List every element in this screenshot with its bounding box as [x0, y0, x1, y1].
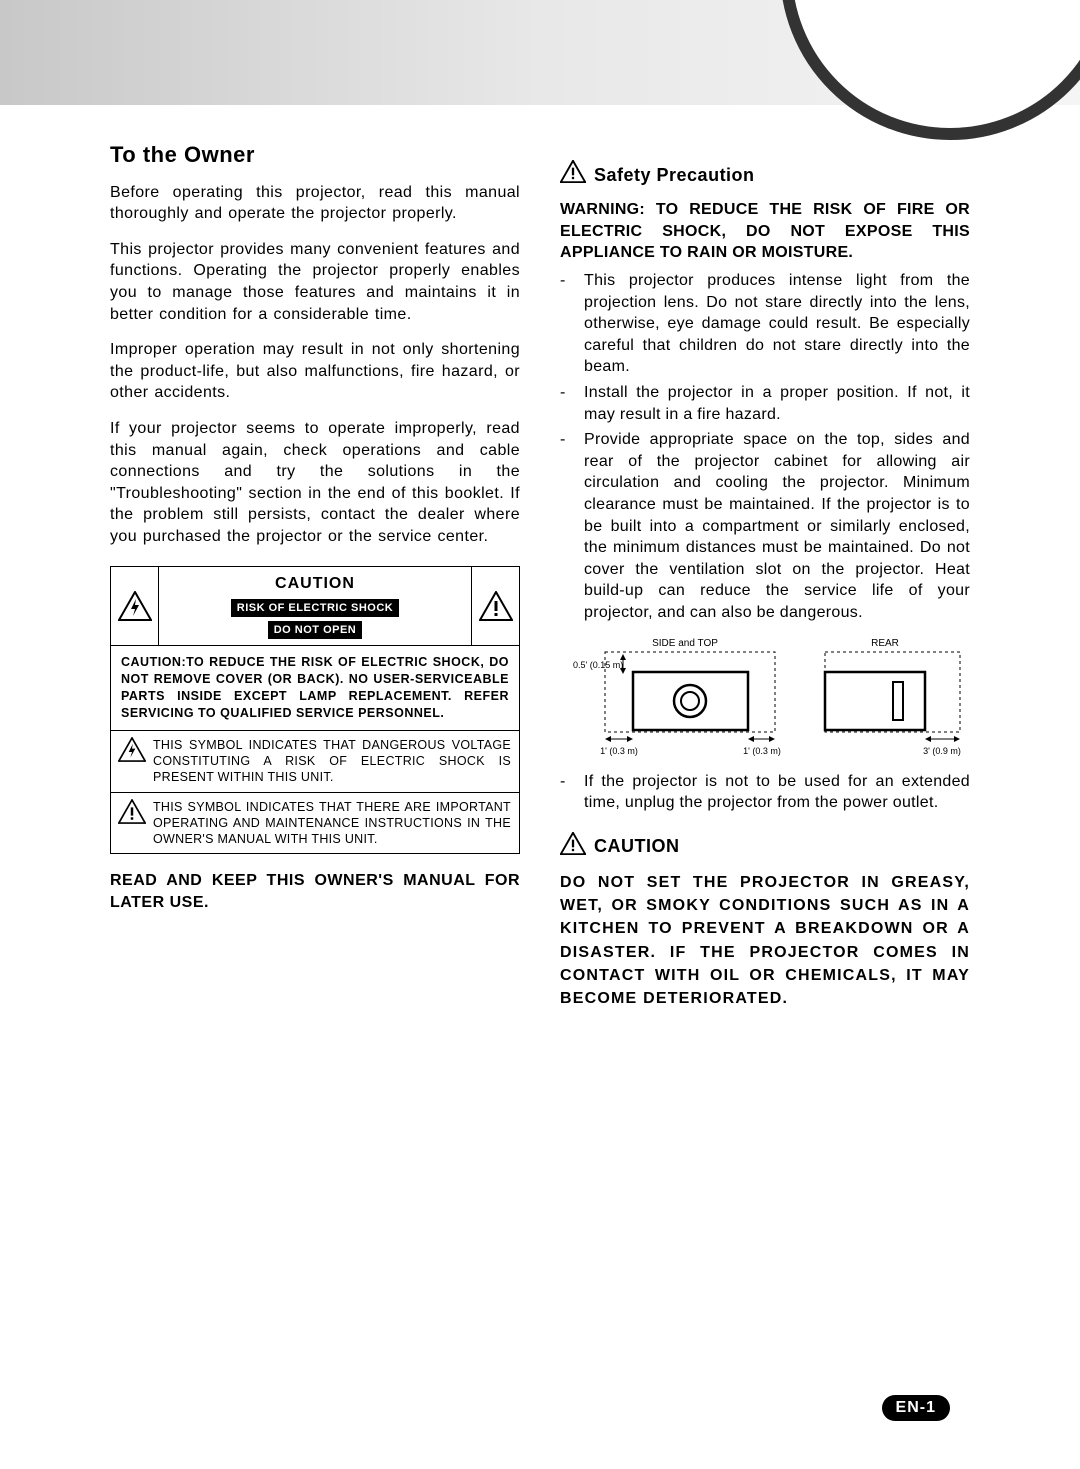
- heading-to-owner: To the Owner: [110, 140, 520, 170]
- bullet-4: -If the projector is not to be used for …: [560, 771, 970, 814]
- caution-head-icon: [560, 832, 586, 861]
- diag-top-clear: 0.5' (0.15 m): [573, 660, 623, 670]
- warning-head-icon: [560, 160, 586, 189]
- caution-sub1: RISK OF ELECTRIC SHOCK: [231, 599, 399, 617]
- header-curve: [780, 0, 1080, 140]
- caution-main-text: CAUTION:TO REDUCE THE RISK OF ELECTRIC S…: [111, 646, 519, 731]
- safety-head-text: Safety Precaution: [594, 163, 755, 187]
- right-column: Safety Precaution WARNING: TO REDUCE THE…: [560, 140, 970, 1010]
- bullet-3: -Provide appropriate space on the top, s…: [560, 429, 970, 623]
- caution-row2-text: THIS SYMBOL INDICATES THAT THERE ARE IMP…: [153, 793, 519, 854]
- owner-p3: Improper operation may result in not onl…: [110, 339, 520, 404]
- caution-row-shock: THIS SYMBOL INDICATES THAT DANGEROUS VOL…: [111, 731, 519, 793]
- left-column: To the Owner Before operating this proje…: [110, 140, 520, 1010]
- clearance-diagram: SIDE and TOP 0.5' (0.15 m) 1' (0.3 m): [565, 634, 965, 759]
- caution-row-warn: THIS SYMBOL INDICATES THAT THERE ARE IMP…: [111, 793, 519, 854]
- page-number: EN-1: [882, 1395, 950, 1421]
- caution-row1-text: THIS SYMBOL INDICATES THAT DANGEROUS VOL…: [153, 731, 519, 792]
- caution-head-text: CAUTION: [594, 834, 680, 858]
- caution-heading: CAUTION: [560, 832, 970, 861]
- caution-top-row: CAUTION RISK OF ELECTRIC SHOCK DO NOT OP…: [111, 567, 519, 647]
- owner-p4: If your projector seems to operate impro…: [110, 418, 520, 548]
- diag-sidetop-label: SIDE and TOP: [652, 638, 718, 649]
- diag-side-r: 1' (0.3 m): [743, 746, 781, 756]
- bullet-2-text: Install the projector in a proper positi…: [584, 382, 970, 425]
- bullet-1: -This projector produces intense light f…: [560, 270, 970, 378]
- diag-rear-label: REAR: [871, 638, 899, 649]
- diag-side-l: 1' (0.3 m): [600, 746, 638, 756]
- bullet-1-text: This projector produces intense light fr…: [584, 270, 970, 378]
- warning-triangle-icon: [471, 567, 519, 646]
- caution-body-text: DO NOT SET THE PROJECTOR IN GREASY, WET,…: [560, 871, 970, 1010]
- warn-small-icon: [111, 793, 153, 854]
- manual-page: To the Owner Before operating this proje…: [0, 0, 1080, 1469]
- caution-box: CAUTION RISK OF ELECTRIC SHOCK DO NOT OP…: [110, 566, 520, 855]
- safety-precaution-heading: Safety Precaution: [560, 160, 970, 189]
- shock-triangle-icon: [111, 567, 159, 646]
- shock-small-icon: [111, 731, 153, 792]
- caution-sub2: DO NOT OPEN: [268, 621, 363, 639]
- diag-rear-clear: 3' (0.9 m): [923, 746, 961, 756]
- owner-p2: This projector provides many convenient …: [110, 239, 520, 325]
- keep-manual-text: READ AND KEEP THIS OWNER'S MANUAL FOR LA…: [110, 870, 520, 913]
- content-columns: To the Owner Before operating this proje…: [110, 140, 970, 1010]
- warning-text: WARNING: TO REDUCE THE RISK OF FIRE OR E…: [560, 199, 970, 264]
- caution-title: CAUTION: [163, 573, 467, 595]
- bullet-4-text: If the projector is not to be used for a…: [584, 771, 970, 814]
- caution-title-cell: CAUTION RISK OF ELECTRIC SHOCK DO NOT OP…: [159, 567, 471, 646]
- owner-p1: Before operating this projector, read th…: [110, 182, 520, 225]
- bullet-2: -Install the projector in a proper posit…: [560, 382, 970, 425]
- bullet-3-text: Provide appropriate space on the top, si…: [584, 429, 970, 623]
